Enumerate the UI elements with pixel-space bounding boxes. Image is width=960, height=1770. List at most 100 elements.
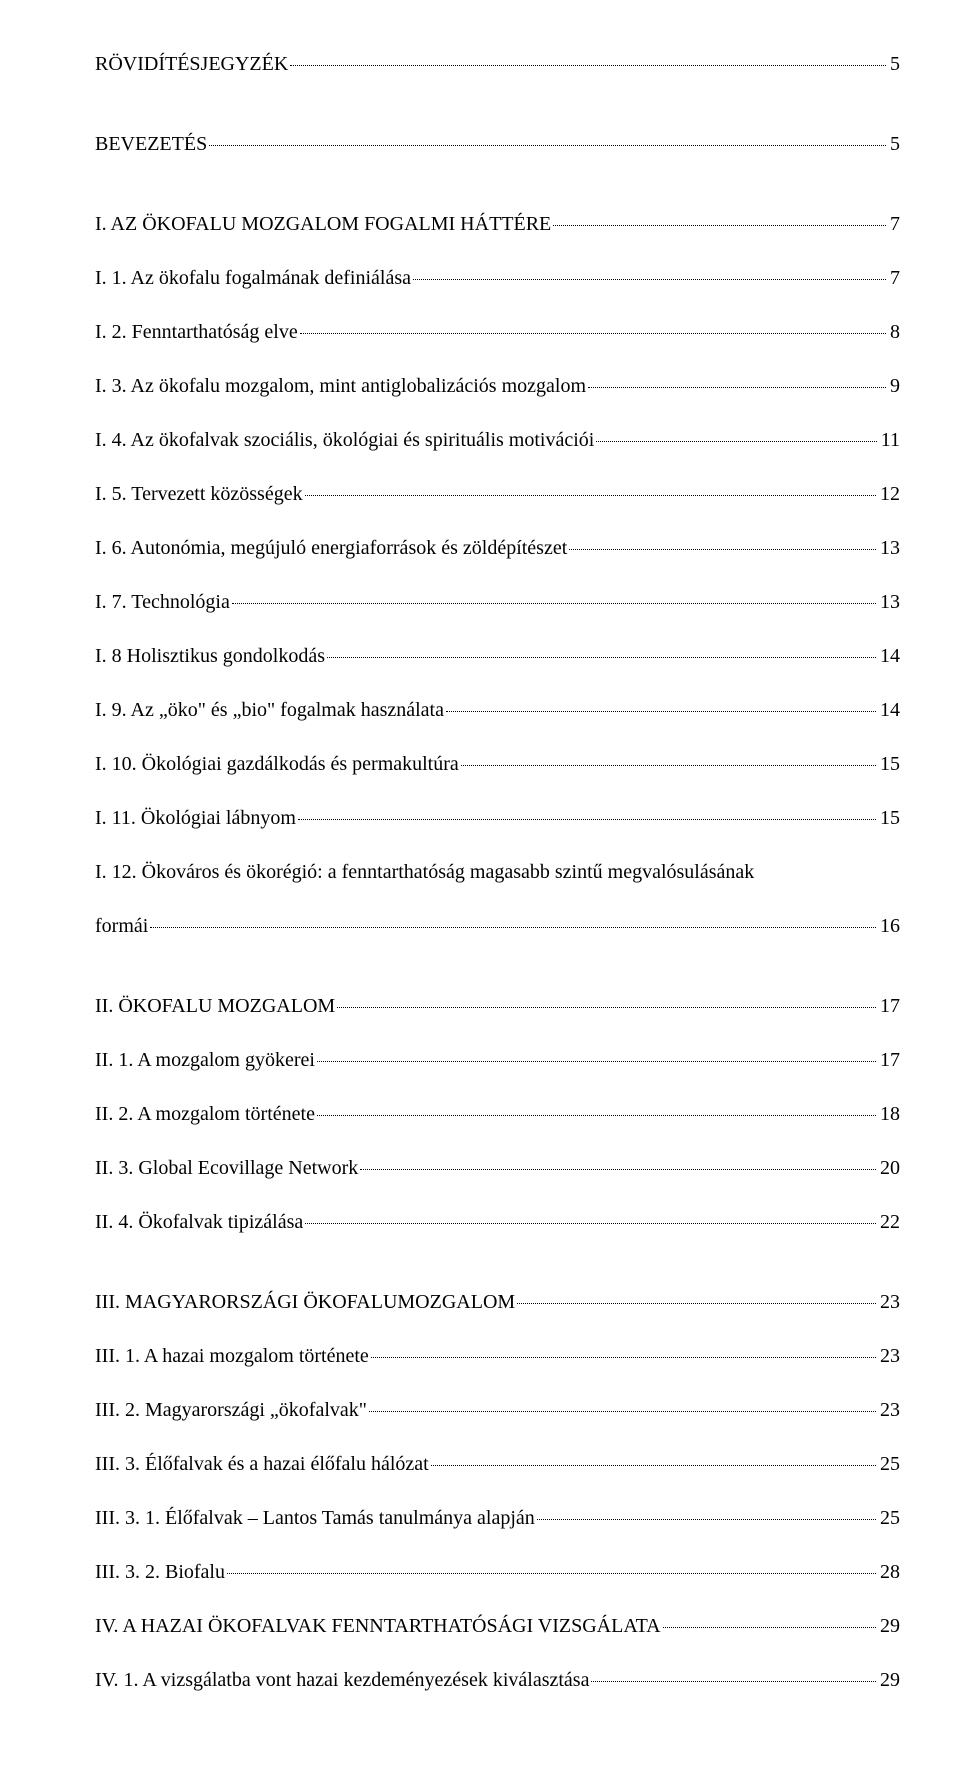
toc-title: II. ÖKOFALU MOZGALOM <box>95 992 335 1020</box>
toc-entry: I. 4. Az ökofalvak szociális, ökológiai … <box>95 426 900 454</box>
toc-title: IV. 1. A vizsgálatba vont hazai kezdemén… <box>95 1666 589 1694</box>
toc-page-number: 18 <box>878 1100 900 1128</box>
toc-title: III. 3. Élőfalvak és a hazai élőfalu hál… <box>95 1450 429 1478</box>
dot-leader <box>569 549 876 550</box>
toc-entry: I. 12. Ökováros és ökorégió: a fenntarth… <box>95 858 900 940</box>
toc-title: I. 4. Az ökofalvak szociális, ökológiai … <box>95 426 594 454</box>
toc-entry: III. 3. 1. Élőfalvak – Lantos Tamás tanu… <box>95 1504 900 1532</box>
toc-page-number: 23 <box>878 1288 900 1316</box>
dot-leader <box>369 1411 876 1412</box>
dot-leader <box>300 333 886 334</box>
toc-entry: I. 9. Az „öko" és „bio" fogalmak használ… <box>95 696 900 724</box>
toc-entry: III. MAGYARORSZÁGI ÖKOFALUMOZGALOM23 <box>95 1288 900 1316</box>
toc-page-number: 16 <box>878 912 900 940</box>
dot-leader <box>371 1357 876 1358</box>
toc-page-number: 14 <box>878 696 900 724</box>
dot-leader <box>517 1303 876 1304</box>
toc-title: I. 1. Az ökofalu fogalmának definiálása <box>95 264 411 292</box>
toc-entry: IV. 1. A vizsgálatba vont hazai kezdemén… <box>95 1666 900 1694</box>
dot-leader <box>360 1169 876 1170</box>
toc-page-number: 17 <box>878 992 900 1020</box>
toc-entry: RÖVIDÍTÉSJEGYZÉK 5 <box>95 50 900 78</box>
toc-page-number: 5 <box>888 130 900 158</box>
toc-page-number: 28 <box>878 1558 900 1586</box>
toc-title: I. 6. Autonómia, megújuló energiaforráso… <box>95 534 567 562</box>
dot-leader <box>537 1519 876 1520</box>
toc-title: I. 3. Az ökofalu mozgalom, mint antiglob… <box>95 372 586 400</box>
dot-leader <box>327 657 876 658</box>
toc-page-number: 5 <box>888 50 900 78</box>
toc-entry: II. ÖKOFALU MOZGALOM 17 <box>95 992 900 1020</box>
toc-page-number: 7 <box>888 210 900 238</box>
dot-leader <box>232 603 876 604</box>
dot-leader <box>298 819 876 820</box>
section-spacer <box>95 104 900 130</box>
toc-entry: III. 1. A hazai mozgalom története 23 <box>95 1342 900 1370</box>
dot-leader <box>596 441 876 442</box>
toc-entry: IV. A HAZAI ÖKOFALVAK FENNTARTHATÓSÁGI V… <box>95 1612 900 1640</box>
toc-entry: I. 6. Autonómia, megújuló energiaforráso… <box>95 534 900 562</box>
dot-leader <box>317 1061 876 1062</box>
toc-page-number: 23 <box>878 1396 900 1424</box>
toc-page-number: 11 <box>879 426 900 454</box>
dot-leader <box>227 1573 876 1574</box>
toc-entry: I. 1. Az ökofalu fogalmának definiálása7 <box>95 264 900 292</box>
toc-title: I. 7. Technológia <box>95 588 230 616</box>
toc-title: II. 1. A mozgalom gyökerei <box>95 1046 315 1074</box>
toc-entry: I. AZ ÖKOFALU MOZGALOM FOGALMI HÁTTÉRE 7 <box>95 210 900 238</box>
dot-leader <box>305 495 876 496</box>
toc-title: I. 12. Ökováros és ökorégió: a fenntarth… <box>95 861 754 883</box>
toc-page-number: 15 <box>878 750 900 778</box>
toc-page-number: 23 <box>878 1342 900 1370</box>
toc-entry: II. 4. Ökofalvak tipizálása 22 <box>95 1208 900 1236</box>
dot-leader <box>290 65 886 66</box>
toc-entry: III. 3. 2. Biofalu 28 <box>95 1558 900 1586</box>
toc-title: IV. A HAZAI ÖKOFALVAK FENNTARTHATÓSÁGI V… <box>95 1612 661 1640</box>
toc-entry: III. 2. Magyarországi „ökofalvak"23 <box>95 1396 900 1424</box>
toc-entry: I. 10. Ökológiai gazdálkodás és permakul… <box>95 750 900 778</box>
toc-page-number: 15 <box>878 804 900 832</box>
toc-page-number: 8 <box>888 318 900 346</box>
toc-title: III. 3. 2. Biofalu <box>95 1558 225 1586</box>
toc-title: BEVEZETÉS <box>95 130 207 158</box>
toc-entry: I. 11. Ökológiai lábnyom 15 <box>95 804 900 832</box>
toc-title: I. 5. Tervezett közösségek <box>95 480 303 508</box>
dot-leader <box>431 1465 876 1466</box>
toc-title: II. 4. Ökofalvak tipizálása <box>95 1208 303 1236</box>
toc-entry: II. 3. Global Ecovillage Network 20 <box>95 1154 900 1182</box>
toc-page-number: 13 <box>878 588 900 616</box>
toc-entry: BEVEZETÉS 5 <box>95 130 900 158</box>
toc-page-number: 29 <box>878 1612 900 1640</box>
toc-title: I. 2. Fenntarthatóság elve <box>95 318 298 346</box>
toc-title: III. 1. A hazai mozgalom története <box>95 1342 369 1370</box>
toc-page-number: 25 <box>878 1450 900 1478</box>
toc-entry: III. 3. Élőfalvak és a hazai élőfalu hál… <box>95 1450 900 1478</box>
dot-leader <box>209 145 886 146</box>
toc-page-number: 14 <box>878 642 900 670</box>
toc-page-number: 22 <box>878 1208 900 1236</box>
section-spacer <box>95 966 900 992</box>
toc-title: I. 10. Ökológiai gazdálkodás és permakul… <box>95 750 459 778</box>
toc-page-number: 9 <box>888 372 900 400</box>
toc-page-number: 12 <box>878 480 900 508</box>
dot-leader <box>461 765 876 766</box>
toc-page-number: 13 <box>878 534 900 562</box>
toc-entry: I. 5. Tervezett közösségek 12 <box>95 480 900 508</box>
dot-leader <box>150 927 876 928</box>
dot-leader <box>337 1007 876 1008</box>
section-spacer <box>95 1262 900 1288</box>
dot-leader <box>588 387 886 388</box>
dot-leader <box>305 1223 876 1224</box>
toc-entry: I. 2. Fenntarthatóság elve 8 <box>95 318 900 346</box>
dot-leader <box>413 279 886 280</box>
toc-title: I. AZ ÖKOFALU MOZGALOM FOGALMI HÁTTÉRE <box>95 210 551 238</box>
toc-page-number: 20 <box>878 1154 900 1182</box>
toc-title: II. 3. Global Ecovillage Network <box>95 1154 358 1182</box>
toc-title: I. 8 Holisztikus gondolkodás <box>95 642 325 670</box>
toc-title: I. 11. Ökológiai lábnyom <box>95 804 296 832</box>
toc-title: RÖVIDÍTÉSJEGYZÉK <box>95 50 288 78</box>
toc-title: II. 2. A mozgalom története <box>95 1100 315 1128</box>
dot-leader <box>446 711 876 712</box>
toc-entry: I. 8 Holisztikus gondolkodás 14 <box>95 642 900 670</box>
toc-page-number: 17 <box>878 1046 900 1074</box>
